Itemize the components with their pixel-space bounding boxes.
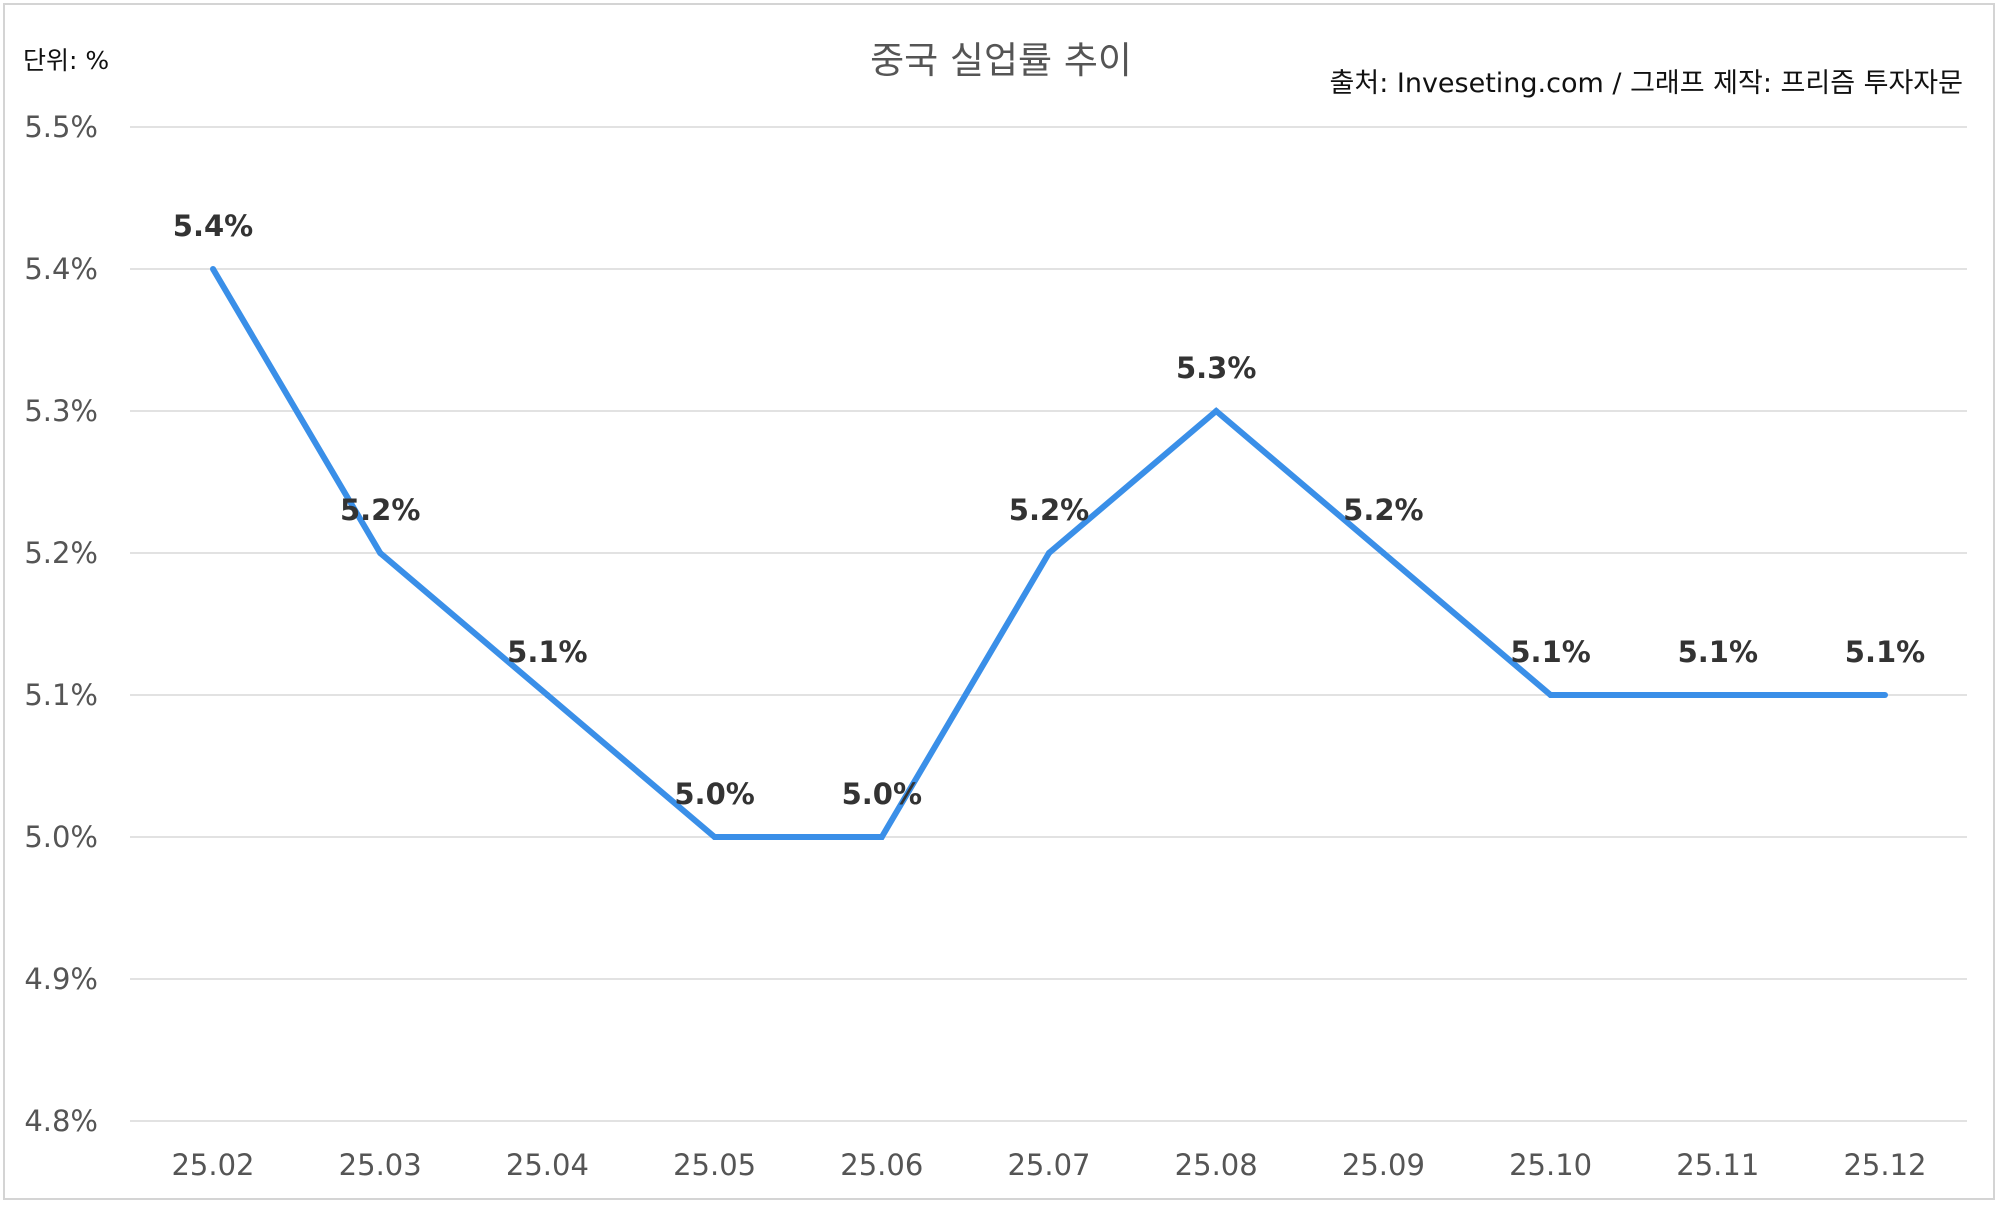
data-point (1547, 692, 1554, 698)
y-tick-label: 5.3% (24, 394, 98, 428)
x-tick-label: 25.05 (673, 1148, 756, 1182)
data-point (1882, 692, 1888, 698)
y-tick-label: 4.9% (24, 962, 98, 996)
y-tick-label: 5.5% (24, 110, 98, 144)
y-tick-label: 5.1% (24, 678, 98, 712)
series-line-group (210, 266, 1888, 840)
data-point (711, 834, 718, 840)
line-chart: 단위: % 중국 실업률 추이 출처: Inveseting.com / 그래프… (23, 39, 1967, 1182)
chart-frame: 단위: % 중국 실업률 추이 출처: Inveseting.com / 그래프… (3, 3, 1995, 1200)
x-tick-label: 25.06 (840, 1148, 923, 1182)
x-tick-label: 25.12 (1843, 1148, 1926, 1182)
data-label: 5.1% (1678, 635, 1758, 669)
source-label: 출처: Inveseting.com / 그래프 제작: 프리즘 투자자문 (1330, 68, 1963, 99)
data-label: 5.2% (340, 493, 420, 527)
x-tick-label: 25.07 (1007, 1148, 1090, 1182)
data-point (1046, 550, 1052, 556)
x-tick-label: 25.08 (1175, 1148, 1258, 1182)
unit-label: 단위: % (23, 46, 109, 75)
data-point (1213, 408, 1220, 414)
chart-title: 중국 실업률 추이 (870, 39, 1132, 82)
data-point (1380, 550, 1387, 556)
y-tick-label: 5.0% (24, 820, 98, 854)
data-label: 5.1% (1510, 635, 1590, 669)
data-label: 5.2% (1343, 493, 1423, 527)
x-axis-ticks: 25.02 25.03 25.04 25.05 25.06 25.07 25.08 25.09… (171, 1148, 1926, 1182)
data-label: 5.0% (842, 777, 922, 811)
data-point (1714, 692, 1721, 698)
data-point (210, 266, 216, 272)
x-tick-label: 25.02 (171, 1148, 254, 1182)
data-label: 5.2% (1009, 493, 1089, 527)
data-label: 5.1% (507, 635, 587, 669)
x-tick-label: 25.04 (506, 1148, 589, 1182)
y-tick-label: 4.8% (24, 1104, 98, 1138)
data-label: 5.1% (1845, 635, 1925, 669)
data-label: 5.3% (1176, 351, 1256, 385)
y-tick-label: 5.4% (24, 252, 98, 286)
x-tick-label: 25.03 (339, 1148, 422, 1182)
x-tick-label: 25.11 (1676, 1148, 1759, 1182)
data-point (878, 834, 885, 840)
data-labels: 5.4% 5.2% 5.1% 5.0% 5.0% 5.2% 5.3% 5.2% 5.1% 5.1%… (173, 209, 1925, 811)
x-tick-label: 25.09 (1342, 1148, 1425, 1182)
y-tick-label: 5.2% (24, 536, 98, 570)
x-tick-label: 25.10 (1509, 1148, 1592, 1182)
data-label: 5.4% (173, 209, 253, 243)
y-axis-ticks: 5.5% 5.4% 5.3% 5.2% 5.1% 5.0% 4.9% 4.8% (24, 110, 98, 1138)
y-gridlines (130, 126, 1967, 1122)
data-point (544, 692, 551, 698)
data-label: 5.0% (674, 777, 754, 811)
data-point (377, 550, 384, 556)
